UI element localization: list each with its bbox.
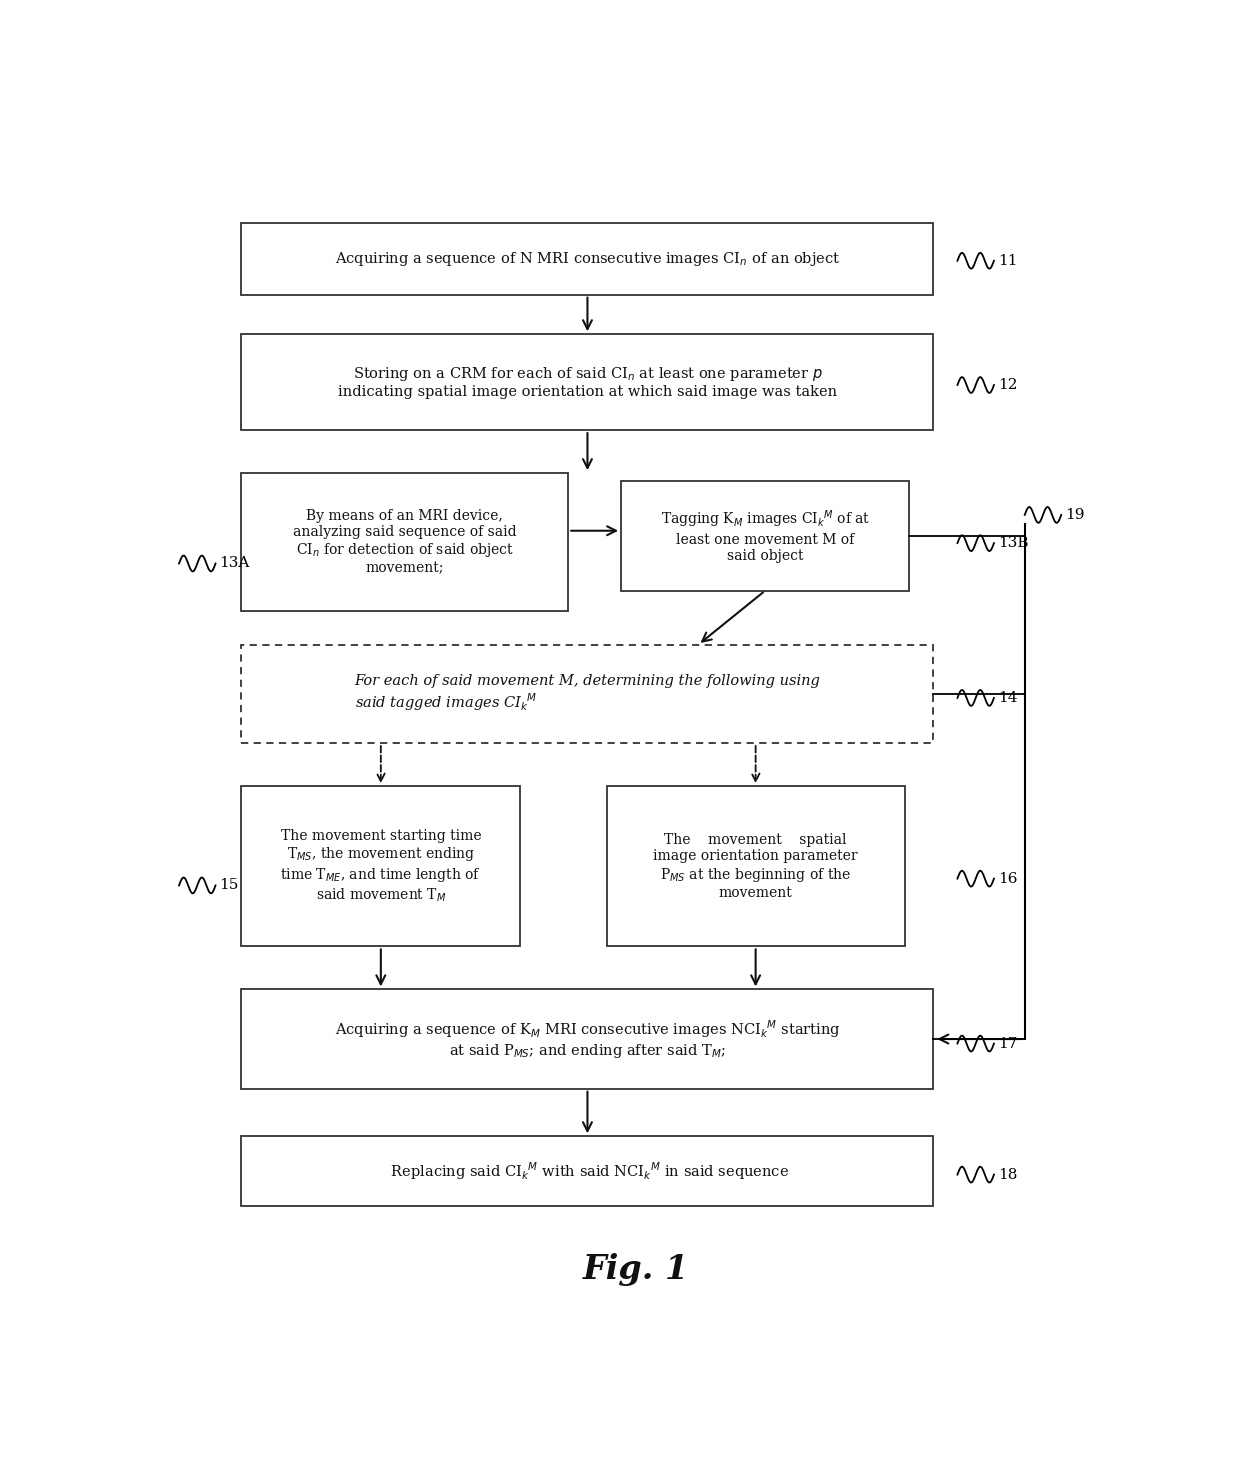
Text: Tagging K$_M$ images CI$_k$$^M$ of at
least one movement M of
said object: Tagging K$_M$ images CI$_k$$^M$ of at le… [661,509,870,563]
FancyBboxPatch shape [242,223,934,295]
FancyBboxPatch shape [242,474,568,610]
Text: 17: 17 [998,1037,1017,1050]
Text: The movement starting time
T$_{MS}$, the movement ending
time T$_{ME}$, and time: The movement starting time T$_{MS}$, the… [280,829,481,904]
Text: Storing on a CRM for each of said CI$_n$ at least one parameter $p$
indicating s: Storing on a CRM for each of said CI$_n$… [337,365,837,399]
Text: For each of said movement M, determining the following using
said tagged images : For each of said movement M, determining… [355,675,821,713]
FancyBboxPatch shape [242,645,934,744]
Text: 14: 14 [998,691,1017,706]
FancyBboxPatch shape [242,1135,934,1206]
Text: Replacing said CI$_k$$^M$ with said NCI$_k$$^M$ in said sequence: Replacing said CI$_k$$^M$ with said NCI$… [386,1160,789,1182]
Text: 12: 12 [998,378,1017,392]
Text: The    movement    spatial
image orientation parameter
P$_{MS}$ at the beginning: The movement spatial image orientation p… [653,833,858,899]
FancyBboxPatch shape [621,481,909,591]
FancyBboxPatch shape [242,786,521,946]
Text: 13B: 13B [998,535,1028,550]
Text: Acquiring a sequence of N MRI consecutive images CI$_n$ of an object: Acquiring a sequence of N MRI consecutiv… [335,249,841,268]
Text: 11: 11 [998,254,1017,268]
Text: By means of an MRI device,
analyzing said sequence of said
CI$_n$ for detection : By means of an MRI device, analyzing sai… [293,509,517,575]
Text: Acquiring a sequence of K$_M$ MRI consecutive images NCI$_k$$^M$ starting
at sai: Acquiring a sequence of K$_M$ MRI consec… [335,1018,841,1061]
FancyBboxPatch shape [242,334,934,430]
Text: 19: 19 [1065,508,1085,522]
FancyBboxPatch shape [606,786,905,946]
Text: 16: 16 [998,871,1017,886]
Text: 13A: 13A [219,556,249,571]
FancyBboxPatch shape [242,989,934,1089]
Text: 15: 15 [219,879,239,892]
Text: 18: 18 [998,1168,1017,1181]
Text: Fig. 1: Fig. 1 [583,1253,688,1287]
